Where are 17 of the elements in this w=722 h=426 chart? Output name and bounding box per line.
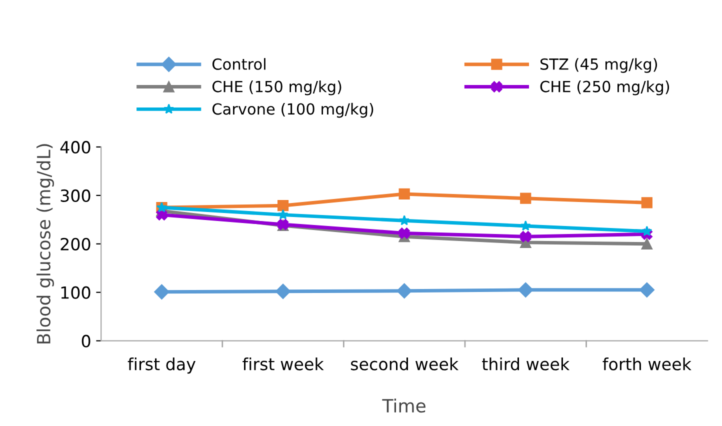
y-tick-label: 400 <box>60 140 90 154</box>
legend-label: Carvone (100 mg/kg) <box>212 102 374 118</box>
y-tick-label: 300 <box>60 189 90 202</box>
x-tick-label: forth week <box>602 357 692 370</box>
legend-label: CHE (250 mg/kg) <box>540 80 670 96</box>
x-tick-label: second week <box>350 357 459 370</box>
x-tick-label: first day <box>128 357 196 374</box>
legend-label: Control <box>212 58 266 70</box>
x-tick-label: first week <box>242 357 324 370</box>
x-tick-label: third week <box>482 357 570 370</box>
y-tick-label: 0 <box>82 334 90 348</box>
y-tick-label: 200 <box>60 238 90 250</box>
x-axis-title: Time <box>382 398 426 413</box>
y-axis-title: Blood glucose (mg/dL) <box>36 144 54 344</box>
legend-label: CHE (150 mg/kg) <box>212 80 342 96</box>
legend-label: STZ (45 mg/kg) <box>540 58 658 73</box>
y-tick-label: 100 <box>61 286 90 299</box>
